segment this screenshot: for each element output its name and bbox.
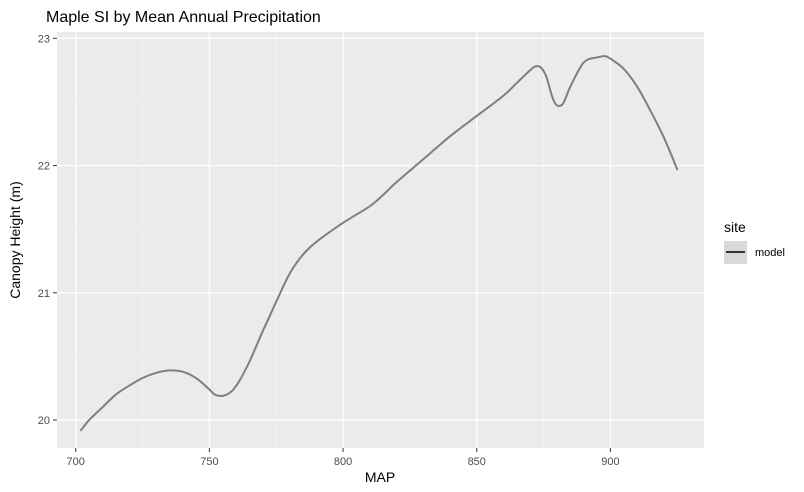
- x-axis-ticks: 700 750 800 850 900: [67, 448, 620, 468]
- x-tick-label: 850: [468, 456, 486, 468]
- y-axis-title: Canopy Height (m): [7, 181, 23, 299]
- x-tick-label: 900: [601, 456, 619, 468]
- series-line-model: [80, 55, 679, 432]
- plot-panel: [57, 32, 704, 448]
- y-tick-label: 23: [38, 33, 50, 45]
- grid-major: [57, 32, 704, 448]
- y-tick-label: 21: [38, 288, 50, 300]
- chart-title: Maple SI by Mean Annual Precipitation: [46, 9, 321, 26]
- x-axis-title: MAP: [365, 469, 395, 485]
- legend-label-model: model: [755, 247, 785, 259]
- y-tick-label: 20: [38, 415, 50, 427]
- y-axis-ticks: 20 21 22 23: [38, 33, 57, 427]
- y-tick-label: 22: [38, 161, 50, 173]
- legend-title: site: [724, 219, 746, 235]
- x-tick-label: 700: [67, 456, 85, 468]
- grid-minor: [57, 32, 704, 448]
- legend: site model: [724, 219, 785, 264]
- x-tick-label: 750: [200, 456, 218, 468]
- x-tick-label: 800: [334, 456, 352, 468]
